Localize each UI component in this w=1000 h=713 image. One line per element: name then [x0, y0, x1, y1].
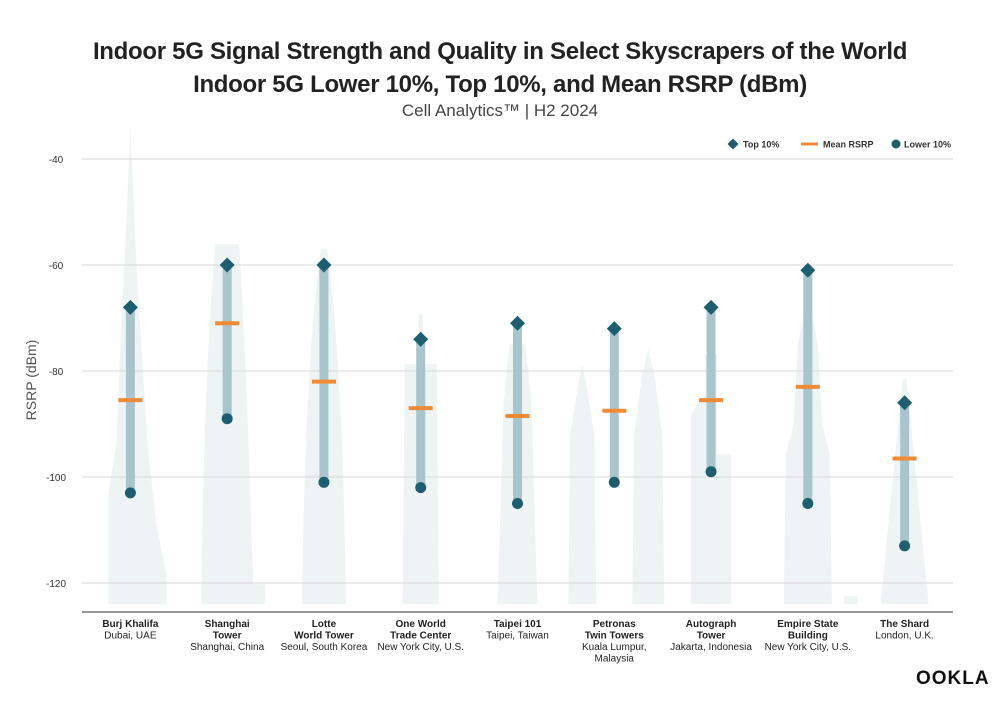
category-location: Taipei, Taiwan — [486, 631, 549, 642]
lower-10-marker — [318, 476, 330, 488]
category-location: Shanghai, China — [190, 642, 264, 653]
top-10-marker — [219, 257, 235, 273]
category-name: Taipei 101 — [494, 619, 542, 630]
category-name: World Tower — [294, 631, 354, 642]
petronas-twin-towers-silhouette — [568, 349, 665, 605]
category-location: Seoul, South Korea — [281, 642, 368, 653]
category-name: Shanghai — [205, 619, 250, 630]
category-location: New York City, U.S. — [377, 642, 464, 653]
category-name: Empire State — [777, 619, 839, 630]
top-10-marker — [413, 331, 429, 347]
legend-lower-10-label: Lower 10% — [904, 140, 951, 150]
category-name: Tower — [697, 631, 726, 642]
legend-top-10-marker — [727, 138, 739, 150]
top-10-marker — [122, 299, 138, 315]
category-name: Trade Center — [390, 631, 451, 642]
category-location: London, U.K. — [875, 631, 933, 642]
ookla-logo: OOKLA — [916, 668, 990, 689]
top-10-marker — [510, 315, 525, 331]
y-tick-label: -100 — [46, 473, 66, 484]
empire-state-building-silhouette — [783, 314, 858, 605]
lower-10-marker — [512, 498, 523, 509]
category-name: The Shard — [880, 619, 929, 630]
lower-10-marker — [705, 466, 717, 478]
y-tick-label: -40 — [49, 155, 64, 166]
category-name: Building — [788, 631, 828, 642]
lower-10-marker — [415, 482, 427, 494]
lower-10-marker — [802, 498, 814, 509]
legend-lower-10-marker — [891, 139, 901, 149]
category-name: One World — [396, 619, 446, 630]
top-10-marker — [800, 262, 816, 278]
top-10-marker — [897, 395, 913, 411]
chart-title: Indoor 5G Signal Strength and Quality in… — [92, 38, 908, 65]
category-location: Kuala Lumpur, — [582, 642, 647, 653]
category-name: Autograph — [686, 619, 737, 630]
chart-subtitle: Indoor 5G Lower 10%, Top 10%, and Mean R… — [193, 71, 807, 98]
category-name: Burj Khalifa — [102, 619, 159, 630]
top-10-marker — [703, 299, 719, 315]
y-tick-label: -120 — [46, 579, 66, 590]
legend-top-10-label: Top 10% — [743, 140, 779, 150]
y-tick-label: -60 — [49, 261, 64, 272]
lower-10-marker — [124, 487, 136, 499]
burj-khalifa-silhouette — [108, 126, 167, 605]
legend: Top 10% Mean RSRP Lower 10% — [727, 138, 951, 150]
y-tick-label: -80 — [49, 367, 64, 378]
legend-mean-label: Mean RSRP — [823, 140, 874, 150]
top-10-marker — [606, 321, 622, 337]
category-location: New York City, U.S. — [765, 642, 852, 653]
category-location: Jakarta, Indonesia — [670, 642, 752, 653]
chart-source-line: Cell Analytics™ | H2 2024 — [401, 101, 599, 120]
category-name: Lotte — [312, 619, 337, 630]
lower-10-marker — [608, 476, 620, 488]
category-name: Petronas — [593, 619, 636, 630]
autograph-tower-silhouette — [691, 354, 732, 605]
top-10-marker — [316, 257, 332, 273]
shanghai-tower-silhouette — [201, 244, 266, 605]
category-location: Dubai, UAE — [104, 631, 157, 642]
y-axis-label: RSRP (dBm) — [23, 340, 39, 421]
category-location: Malaysia — [595, 654, 635, 665]
data-marks — [118, 257, 917, 552]
lower-10-marker — [221, 413, 233, 425]
lower-10-marker — [899, 540, 911, 552]
category-name: Tower — [213, 631, 242, 642]
category-name: Twin Towers — [585, 631, 645, 642]
